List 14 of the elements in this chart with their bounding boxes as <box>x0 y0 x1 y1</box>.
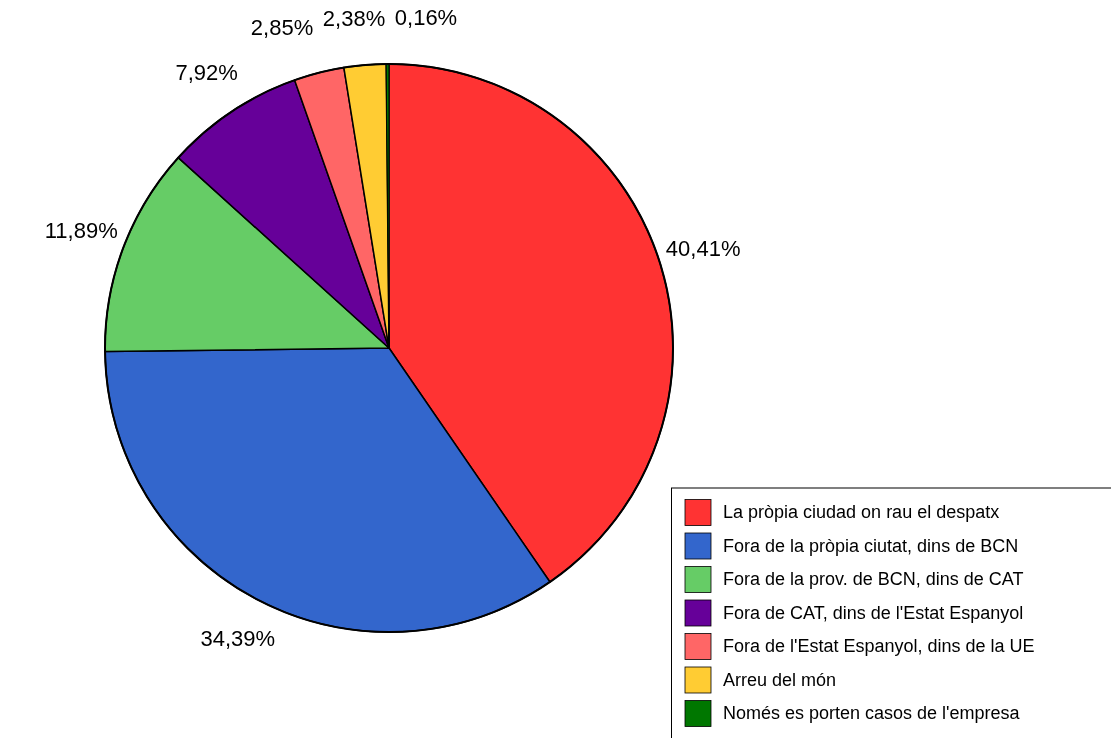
legend-label: Arreu del món <box>723 669 837 690</box>
legend-label: Fora de la prov. de BCN, dins de CAT <box>723 569 1024 590</box>
data-label: 40,41% <box>665 236 741 262</box>
data-label: 7,92% <box>175 59 238 85</box>
legend-label: Fora de la pròpia ciutat, dins de BCN <box>723 535 1019 556</box>
legend-label: Fora de l'Estat Espanyol, dins de la UE <box>723 636 1035 657</box>
data-label: 0,16% <box>394 4 458 30</box>
legend-label: Fora de CAT, dins de l'Estat Espanyol <box>723 602 1024 623</box>
data-label: 11,89% <box>44 217 118 243</box>
legend-label: La pròpia ciudad on rau el despatx <box>723 502 1000 523</box>
data-label: 2,38% <box>322 6 386 31</box>
data-label: 34,39% <box>200 625 276 651</box>
data-label: 2,85% <box>250 14 314 40</box>
legend-label: Només es porten casos de l'empresa <box>723 703 1021 724</box>
